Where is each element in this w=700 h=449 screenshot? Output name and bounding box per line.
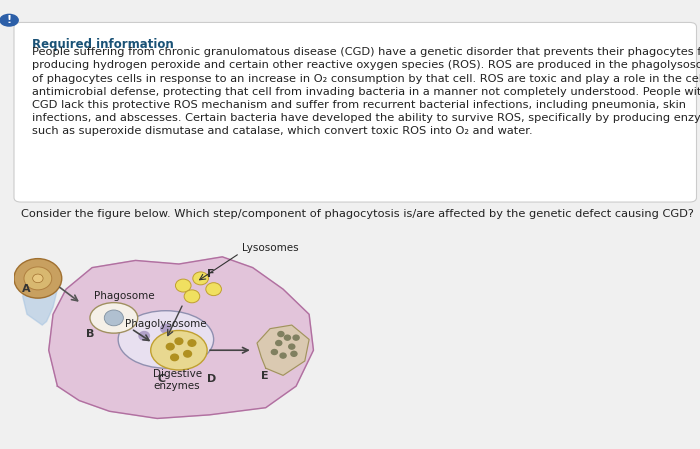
Text: !: ! bbox=[6, 15, 12, 25]
Ellipse shape bbox=[150, 330, 207, 370]
Polygon shape bbox=[22, 268, 57, 325]
Text: Phagolysosome: Phagolysosome bbox=[125, 319, 206, 329]
Circle shape bbox=[288, 344, 295, 349]
Text: B: B bbox=[85, 329, 94, 339]
Ellipse shape bbox=[90, 303, 138, 333]
Circle shape bbox=[206, 283, 221, 295]
Circle shape bbox=[284, 335, 290, 340]
Circle shape bbox=[176, 279, 191, 292]
Circle shape bbox=[167, 343, 174, 350]
Text: C: C bbox=[158, 374, 165, 384]
Circle shape bbox=[33, 274, 43, 283]
Circle shape bbox=[291, 351, 297, 357]
Polygon shape bbox=[257, 325, 309, 375]
Text: D: D bbox=[207, 374, 216, 384]
Circle shape bbox=[276, 340, 282, 346]
Circle shape bbox=[193, 272, 209, 285]
Circle shape bbox=[104, 310, 123, 326]
Circle shape bbox=[174, 342, 184, 351]
Circle shape bbox=[24, 267, 52, 290]
Circle shape bbox=[272, 349, 277, 355]
Circle shape bbox=[171, 354, 178, 361]
Circle shape bbox=[280, 353, 286, 358]
Circle shape bbox=[278, 331, 284, 337]
Polygon shape bbox=[49, 257, 314, 418]
Text: Digestive
enzymes: Digestive enzymes bbox=[153, 370, 202, 391]
Text: E: E bbox=[261, 371, 269, 381]
Circle shape bbox=[161, 324, 171, 333]
Text: People suffering from chronic granulomatous disease (CGD) have a genetic disorde: People suffering from chronic granulomat… bbox=[32, 47, 700, 136]
Text: Required information: Required information bbox=[32, 38, 174, 51]
Text: Lysosomes: Lysosomes bbox=[242, 243, 298, 253]
Text: F: F bbox=[207, 269, 215, 278]
Circle shape bbox=[183, 351, 192, 357]
Circle shape bbox=[293, 335, 299, 340]
Ellipse shape bbox=[118, 311, 214, 368]
Text: A: A bbox=[22, 284, 30, 294]
Text: Consider the figure below. Which step/component of phagocytosis is/are affected : Consider the figure below. Which step/co… bbox=[21, 209, 694, 219]
Circle shape bbox=[188, 340, 196, 346]
Text: Phagosome: Phagosome bbox=[94, 291, 155, 301]
Circle shape bbox=[184, 290, 199, 303]
Circle shape bbox=[175, 338, 183, 344]
Circle shape bbox=[139, 331, 149, 340]
Circle shape bbox=[14, 259, 62, 298]
